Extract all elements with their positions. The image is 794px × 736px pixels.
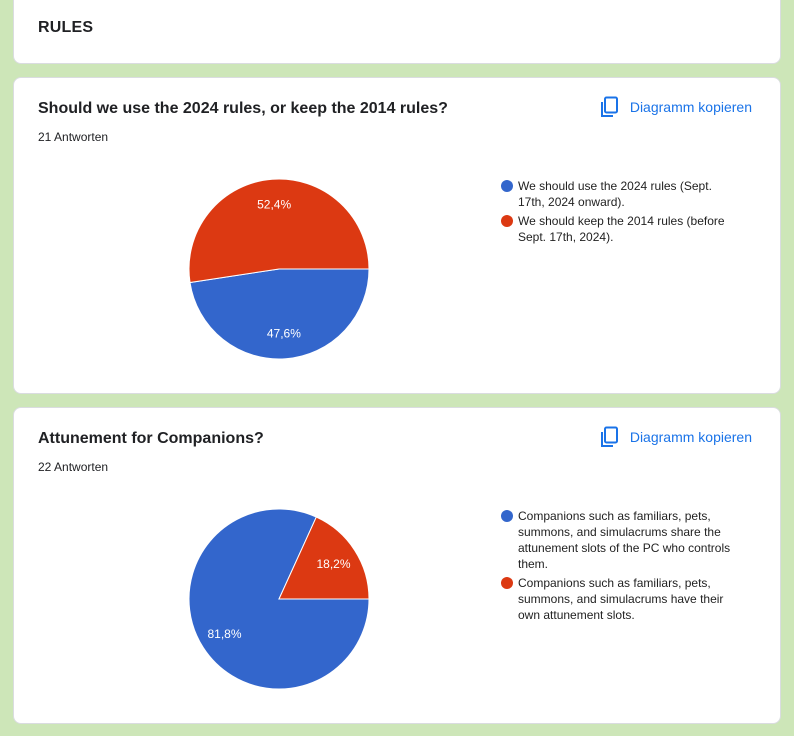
pie-chart: 81,8% 18,2% bbox=[188, 508, 370, 690]
copy-chart-label: Diagramm kopieren bbox=[629, 429, 752, 445]
legend-swatch bbox=[501, 180, 513, 192]
chart-legend: We should use the 2024 rules (Sept. 17th… bbox=[501, 178, 741, 248]
legend-item: We should use the 2024 rules (Sept. 17th… bbox=[501, 178, 741, 210]
legend-label: We should keep the 2014 rules (before Se… bbox=[518, 214, 725, 244]
pie-slice bbox=[189, 268, 370, 360]
question-title: Should we use the 2024 rules, or keep th… bbox=[38, 100, 448, 117]
response-count: 21 Antworten bbox=[38, 130, 109, 144]
legend-label: We should use the 2024 rules (Sept. 17th… bbox=[518, 179, 712, 209]
question-title: Attunement for Companions? bbox=[38, 430, 264, 447]
chart-card-attunement: Attunement for Companions? 22 Antworten … bbox=[13, 407, 781, 724]
pie-chart: 47,6% 52,4% bbox=[188, 178, 370, 360]
legend-swatch bbox=[501, 215, 513, 227]
copy-icon bbox=[600, 96, 620, 118]
legend-label: Companions such as familiars, pets, summ… bbox=[518, 576, 724, 622]
copy-chart-button[interactable]: Diagramm kopieren bbox=[600, 426, 752, 448]
chart-card-rules: Should we use the 2024 rules, or keep th… bbox=[13, 77, 781, 394]
slice-label: 47,6% bbox=[267, 327, 301, 341]
slice-label: 81,8% bbox=[207, 627, 241, 641]
response-count: 22 Antworten bbox=[38, 460, 109, 474]
section-header-card: RULES bbox=[13, 0, 781, 64]
slice-label: 18,2% bbox=[316, 557, 350, 571]
legend-item: Companions such as familiars, pets, summ… bbox=[501, 575, 741, 623]
copy-icon bbox=[600, 426, 620, 448]
pie-slice bbox=[278, 516, 370, 600]
legend-swatch bbox=[501, 510, 513, 522]
copy-chart-button[interactable]: Diagramm kopieren bbox=[600, 96, 752, 118]
legend-item: We should keep the 2014 rules (before Se… bbox=[501, 213, 741, 245]
chart-legend: Companions such as familiars, pets, summ… bbox=[501, 508, 741, 626]
legend-swatch bbox=[501, 577, 513, 589]
copy-chart-label: Diagramm kopieren bbox=[629, 99, 752, 115]
pie-slice bbox=[188, 178, 370, 284]
legend-item: Companions such as familiars, pets, summ… bbox=[501, 508, 741, 572]
legend-label: Companions such as familiars, pets, summ… bbox=[518, 509, 731, 571]
section-title: RULES bbox=[38, 19, 94, 36]
slice-label: 52,4% bbox=[257, 197, 291, 211]
